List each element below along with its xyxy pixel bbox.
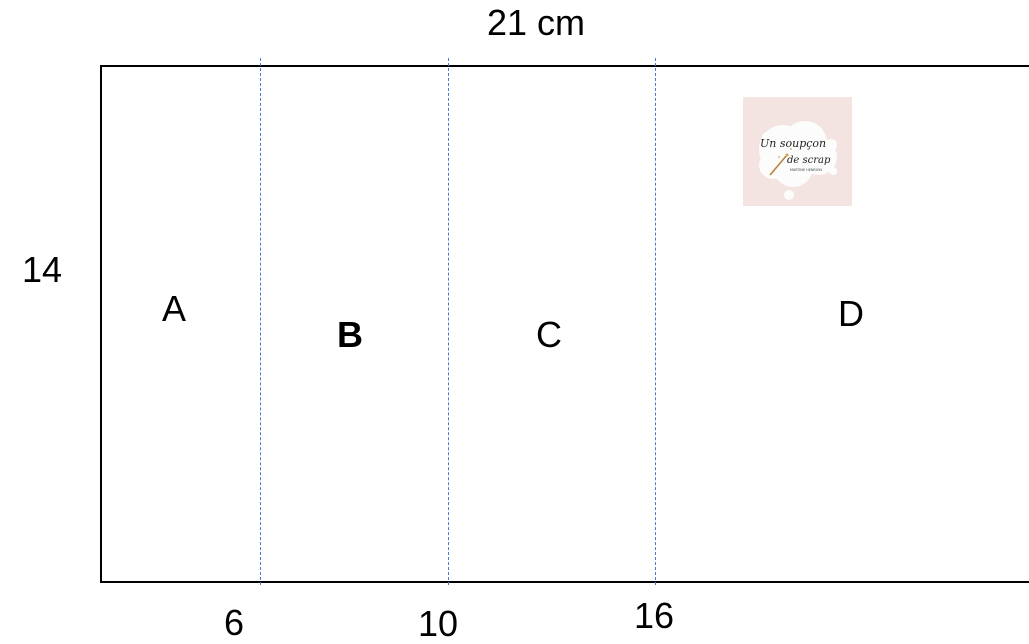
fold-mark-6: 6 [224, 602, 245, 643]
fold-line-2 [448, 58, 449, 585]
card-outline [100, 65, 1029, 583]
logo-text-line2: de scrap [787, 155, 831, 166]
brand-logo: Un soupçon de scrap MARTINE HENRION [743, 97, 852, 206]
height-label: 14 [22, 249, 63, 290]
logo-text-line1: Un soupçon [760, 137, 826, 150]
fold-line-1 [260, 58, 261, 585]
brand-logo-graphic: Un soupçon de scrap MARTINE HENRION [759, 121, 837, 200]
panel-label-a: A [162, 288, 187, 329]
panel-label-d: D [838, 293, 864, 334]
width-label: 21 cm [487, 2, 586, 43]
fold-mark-10: 10 [418, 603, 459, 644]
fold-line-3 [655, 58, 656, 585]
fold-mark-16: 16 [634, 595, 675, 636]
panel-label-c: C [536, 314, 562, 355]
panel-label-b: B [337, 314, 363, 355]
logo-text-line3: MARTINE HENRION [790, 168, 822, 172]
